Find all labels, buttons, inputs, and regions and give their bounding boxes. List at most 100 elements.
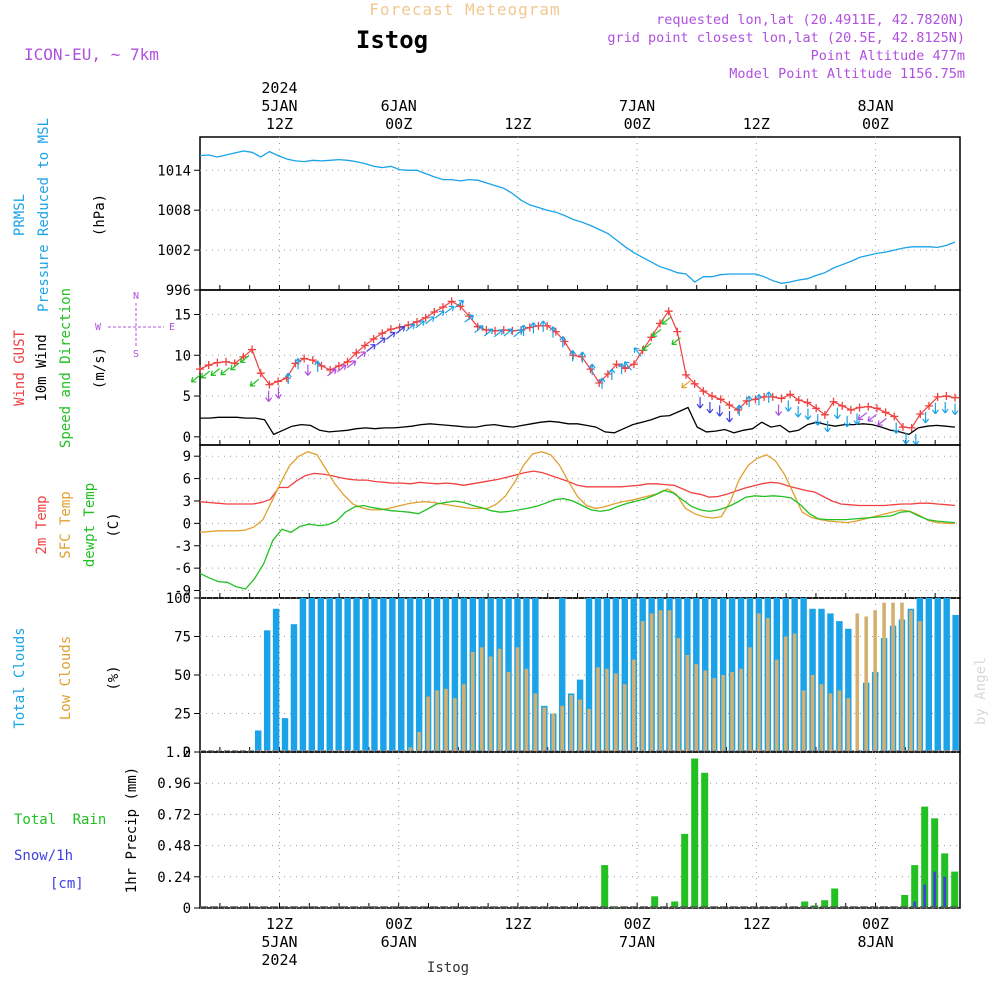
low-cloud-bar (900, 602, 904, 752)
low-cloud-bar (864, 616, 869, 752)
wind-label-group: Wind GUST 10m Wind Speed and Direction (… (12, 288, 175, 448)
rain-bar (651, 896, 659, 908)
top-time-label: 5JAN (261, 97, 297, 115)
gust-marker (204, 361, 213, 370)
low-cloud-bar (873, 610, 877, 752)
low-cloud-bar (506, 671, 511, 752)
top-time-label: 2024 (261, 79, 297, 97)
low-cloud-bar (462, 684, 466, 752)
low-cloud-bar (515, 647, 520, 752)
compass-west: W (95, 322, 102, 333)
gust-marker (898, 423, 907, 432)
gust-marker (725, 401, 734, 410)
wind-direction-arrow (230, 362, 240, 371)
rain-bar (671, 901, 679, 908)
wind-direction-arrow (951, 403, 959, 416)
total-cloud-bar (317, 598, 325, 752)
wind-direction-arrow (941, 402, 949, 414)
clouds-unit: (%) (106, 665, 122, 690)
low-cloud-bar (587, 708, 591, 752)
sfc-temp-line (199, 450, 955, 533)
t2m-line (199, 470, 956, 507)
low-cloud-bar (470, 651, 475, 752)
top-title: Forecast Meteogram (369, 0, 560, 19)
wind-direction-arrow (608, 368, 616, 381)
rain-bar (601, 865, 609, 908)
gust-marker (612, 360, 621, 369)
total-cloud-bar (389, 598, 396, 752)
bottom-time-label: 00Z (624, 915, 651, 933)
gust-marker (196, 365, 204, 374)
wind-direction-arrow (200, 370, 211, 379)
gust-marker (829, 397, 838, 406)
gust-marker (213, 358, 222, 367)
wind-direction-arrow (618, 362, 626, 375)
total-cloud-bar (800, 598, 807, 752)
wind-direction-arrow (265, 390, 273, 402)
bottom-time-label: 12Z (266, 915, 293, 933)
wind-direction-arrow (503, 328, 514, 337)
panel-clouds: 0 25 50 75 100 (166, 591, 961, 761)
low-cloud-bar (435, 690, 439, 752)
precip-ytick-label: 0 (183, 901, 191, 917)
plot-area: 996 1002 1008 1014 0 5 10 15 -9 -6 -3 0 3 6 9 0 25 50 75 10… (157, 79, 961, 969)
low-clouds-label: Low Clouds (58, 636, 74, 720)
low-cloud-bar (453, 698, 457, 752)
gust-marker (378, 329, 387, 338)
gust-marker (681, 370, 690, 379)
wind-direction-arrow (549, 326, 557, 338)
wind-ytick-label: 5 (183, 389, 191, 405)
top-time-label: 12Z (266, 115, 293, 133)
gust-marker (300, 354, 309, 363)
low-cloud-bar (837, 690, 842, 752)
gust-marker (308, 356, 317, 365)
clouds-ytick-label: 0 (183, 745, 191, 761)
low-cloud-bar (828, 693, 833, 752)
gust-marker (708, 392, 717, 401)
top-time-label: 00Z (862, 115, 889, 133)
bottom-time-label: 6JAN (381, 933, 417, 951)
low-cloud-bar (730, 671, 734, 752)
wind-direction-arrow (569, 349, 577, 362)
panel-precip: 0 0.24 0.48 0.72 0.96 1.2 (157, 745, 961, 917)
wind-direction-arrow (274, 387, 282, 399)
low-cloud-bar (524, 668, 529, 752)
gust-marker (907, 423, 916, 432)
snow-bar (913, 901, 917, 908)
panel-temperature: -9 -6 -3 0 3 6 9 (174, 444, 961, 600)
wind-direction-arrow (415, 320, 425, 329)
model-label: ICON-EU, ~ 7km (24, 45, 159, 64)
temperature-ytick-label: -9 (174, 584, 191, 600)
pressure-ytick-label: 1008 (157, 203, 191, 219)
temperature-ytick-label: 9 (183, 449, 191, 465)
wind-direction-arrow (578, 351, 586, 363)
t2m-label: 2m Temp (34, 495, 50, 554)
gust-marker (352, 348, 361, 357)
rain-bar (831, 888, 839, 908)
total-cloud-bar (827, 613, 834, 752)
wind-direction-arrow (434, 310, 445, 319)
total-clouds-label: Total Clouds (12, 627, 28, 728)
wind-direction-arrow (745, 395, 753, 407)
low-cloud-bar (810, 675, 815, 752)
low-cloud-bar (792, 633, 797, 752)
precip-frame (199, 751, 961, 909)
gust-marker (334, 361, 343, 370)
wind-direction-arrow (304, 364, 312, 376)
gust-marker (430, 308, 439, 317)
pressure-line (199, 150, 956, 284)
wind-direction-arrow (454, 300, 465, 308)
gust-marker (673, 327, 682, 336)
wind-direction-arrow (190, 374, 201, 383)
wind-direction-arrow (385, 331, 396, 340)
wind-direction-arrow (641, 342, 652, 351)
wind-direction-arrow (833, 407, 841, 420)
wind-ytick-label: 10 (174, 348, 191, 364)
pressure-label-long: Pressure Reduced to MSL (36, 118, 52, 312)
rain-bar (821, 900, 829, 908)
clouds-ytick-label: 50 (174, 668, 191, 684)
gust-marker (647, 333, 656, 342)
gust-marker (525, 323, 534, 332)
wind-direction-arrow (892, 422, 900, 434)
wind-direction-arrow (284, 372, 292, 385)
